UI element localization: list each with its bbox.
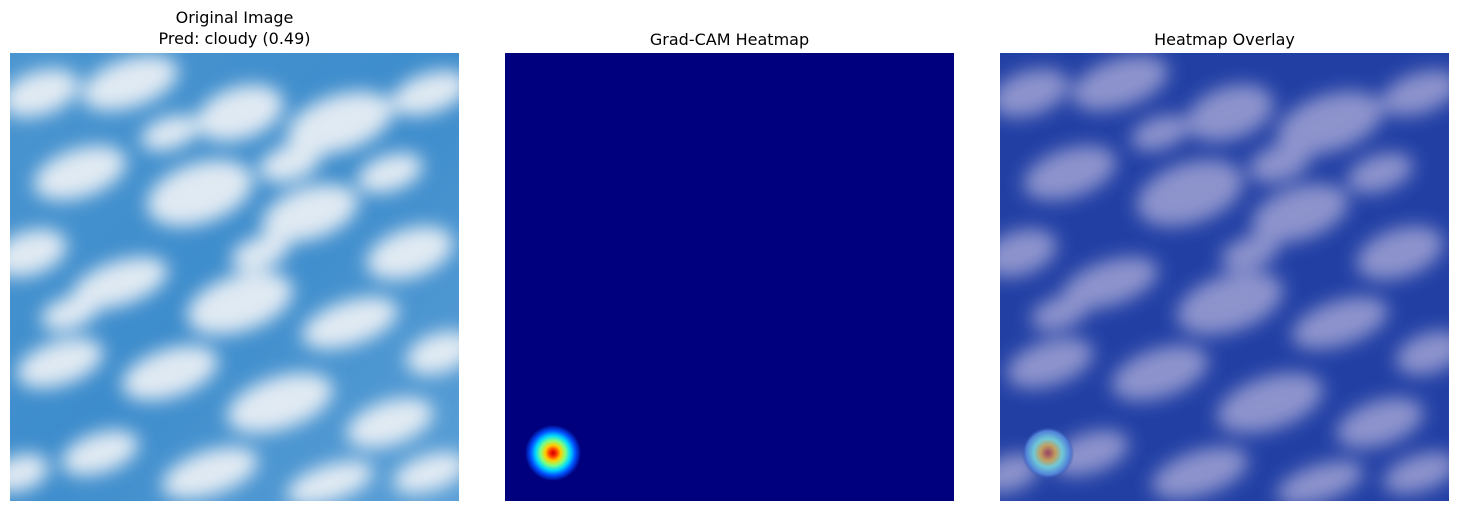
cloud-blob xyxy=(1383,452,1449,494)
cloud-blob xyxy=(231,235,289,271)
cloud-blob xyxy=(1061,256,1159,310)
overlay-hotspot xyxy=(1011,416,1085,490)
cloud-blob xyxy=(1176,271,1284,335)
overlay-title: Heatmap Overlay xyxy=(1154,30,1295,49)
heatmap-title: Grad-CAM Heatmap xyxy=(649,30,810,49)
cloud-blob xyxy=(71,256,169,310)
cloud-blob xyxy=(1131,115,1189,151)
heatmap-overlay-image xyxy=(1000,53,1449,501)
cloud-blob xyxy=(1023,145,1117,201)
cloud-blob xyxy=(1006,337,1094,389)
cloud-blob xyxy=(406,331,459,375)
grad-cam-heatmap-image xyxy=(505,53,954,501)
cloud-blob xyxy=(1031,295,1089,331)
cloud-blob xyxy=(391,70,459,116)
cloud-blob xyxy=(1276,91,1384,155)
cloud-blob xyxy=(286,460,374,501)
heatmap-panel: Grad-CAM Heatmap xyxy=(505,0,954,511)
overlay-panel: Heatmap Overlay xyxy=(1000,0,1449,511)
cloud-blob xyxy=(227,372,333,434)
cloud-blob xyxy=(1151,446,1249,500)
original-sky-image xyxy=(10,53,459,501)
prediction-label: Pred: cloudy (0.49) xyxy=(158,29,311,48)
cloud-blob xyxy=(301,296,399,350)
cloud-blob xyxy=(346,397,434,449)
cloud-blob xyxy=(1336,397,1424,449)
cloud-blob xyxy=(146,159,254,227)
cloud-blob xyxy=(1381,70,1449,116)
cloud-blob xyxy=(1251,183,1349,243)
cloud-blob xyxy=(1000,68,1069,118)
cloud-blob xyxy=(1111,345,1209,401)
original-image-title-line: Original Image xyxy=(175,8,294,27)
cloud-blob xyxy=(81,55,179,111)
cloud-blob xyxy=(286,91,394,155)
original-image-title: Original Image Pred: cloudy (0.49) xyxy=(10,7,459,49)
cloud-blob xyxy=(1071,55,1169,111)
cloud-blob xyxy=(10,453,50,493)
cloud-blob xyxy=(33,145,127,201)
cloud-blob xyxy=(1217,372,1323,434)
cloud-blob xyxy=(16,337,104,389)
cloud-blob xyxy=(261,183,359,243)
cloud-blob xyxy=(10,68,79,118)
cloud-blob xyxy=(41,295,99,331)
cloud-blob xyxy=(1356,226,1444,280)
cloud-blob xyxy=(186,271,294,335)
cloud-blob xyxy=(196,84,284,142)
cloud-blob xyxy=(1186,84,1274,142)
cloud-blob xyxy=(1221,235,1279,271)
cloud-blob xyxy=(1276,460,1364,501)
cloud-blob xyxy=(1291,296,1389,350)
cloud-blob xyxy=(1136,159,1244,227)
cloud-blob xyxy=(1396,331,1449,375)
cloud-blob xyxy=(10,229,67,277)
cloud-blob xyxy=(1249,143,1311,183)
cloud-blob xyxy=(357,152,423,194)
cloud-blob xyxy=(259,143,321,183)
cloud-blob xyxy=(121,345,219,401)
cloud-blob xyxy=(1347,152,1413,194)
cloud-blob xyxy=(61,430,139,476)
cloud-blob xyxy=(366,226,454,280)
cloud-blob xyxy=(141,115,199,151)
cloud-blob xyxy=(1000,229,1057,277)
original-image-panel: Original Image Pred: cloudy (0.49) xyxy=(10,0,459,511)
cloud-blob xyxy=(393,452,459,494)
cloud-blob xyxy=(161,446,259,500)
